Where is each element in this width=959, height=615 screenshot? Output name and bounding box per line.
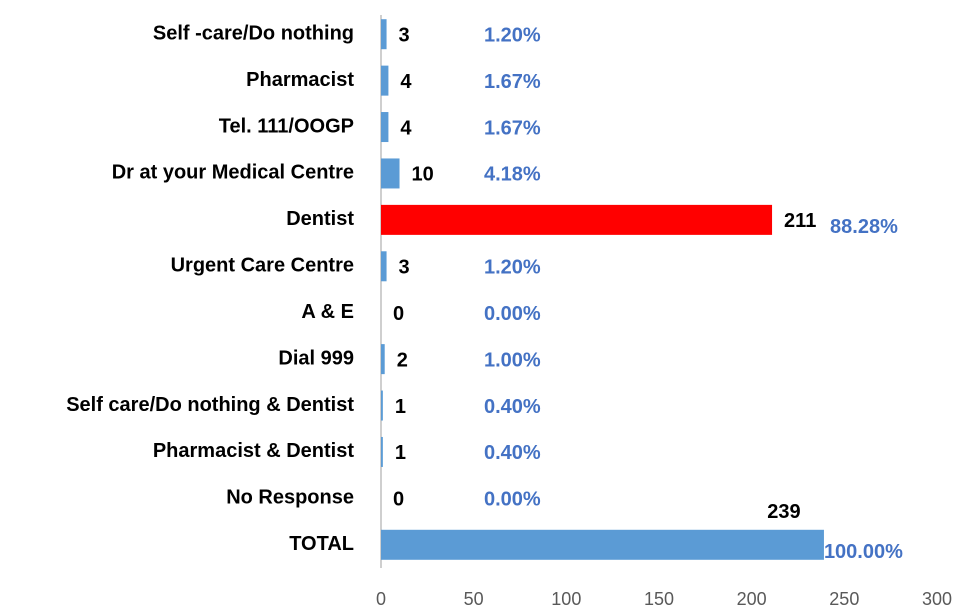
percentage-label: 0.00% [484, 303, 541, 325]
percentage-label: 4.18% [484, 164, 541, 186]
count-label: 4 [400, 71, 412, 93]
count-label: 3 [399, 257, 410, 279]
x-tick-label: 150 [644, 589, 674, 609]
percentage-label: 88.28% [830, 216, 898, 238]
x-tick-label: 100 [551, 589, 581, 609]
percentage-label: 0.40% [484, 442, 541, 464]
percentage-label: 1.67% [484, 117, 541, 139]
count-label: 10 [412, 164, 434, 186]
category-label: Pharmacist [246, 69, 354, 91]
category-label: Dentist [286, 208, 354, 230]
count-label: 1 [395, 396, 406, 418]
category-label: Urgent Care Centre [171, 255, 354, 277]
category-label: Self care/Do nothing & Dentist [66, 394, 354, 416]
percentage-label: 1.20% [484, 257, 541, 279]
bar [381, 390, 383, 421]
x-tick-label: 250 [829, 589, 859, 609]
category-label: A & E [301, 301, 354, 323]
bar [381, 436, 383, 467]
category-label: Dial 999 [278, 347, 354, 369]
count-label: 211 [784, 210, 816, 232]
percentage-label: 100.00% [824, 541, 903, 563]
percentage-label: 0.40% [484, 396, 541, 418]
x-tick-label: 300 [922, 589, 952, 609]
bar [381, 158, 400, 189]
category-label: Tel. 111/OOGP [219, 115, 354, 137]
count-label: 3 [399, 24, 410, 46]
percentage-label: 1.20% [484, 24, 541, 46]
x-tick-label: 200 [737, 589, 767, 609]
bar [381, 112, 389, 143]
percentage-label: 1.00% [484, 349, 541, 371]
percentage-label: 0.00% [484, 489, 541, 511]
category-label: TOTAL [289, 533, 354, 555]
count-label: 0 [393, 489, 404, 511]
bar [381, 344, 385, 375]
bar [381, 251, 387, 282]
bar [381, 529, 824, 560]
category-label: Dr at your Medical Centre [112, 162, 354, 184]
bar [381, 204, 773, 235]
count-label: 1 [395, 442, 406, 464]
x-tick-label: 50 [464, 589, 484, 609]
count-label: 4 [400, 117, 412, 139]
category-label: Self -care/Do nothing [153, 22, 354, 44]
category-label: No Response [226, 487, 354, 509]
count-label: 2 [397, 349, 408, 371]
count-label: 0 [393, 303, 404, 325]
percentage-label: 1.67% [484, 71, 541, 93]
x-tick-label: 0 [376, 589, 386, 609]
category-label: Pharmacist & Dentist [153, 440, 355, 462]
bar [381, 19, 387, 50]
count-label: 239 [767, 501, 800, 523]
bar [381, 65, 389, 96]
